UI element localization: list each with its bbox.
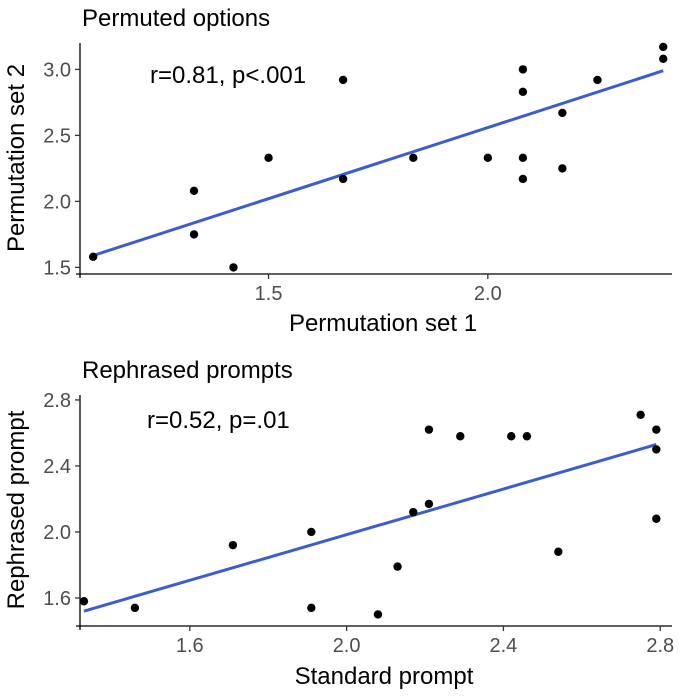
data-point: [130, 603, 140, 613]
data-point: [652, 425, 661, 434]
panel-title: Rephrased prompts: [82, 357, 293, 384]
x-tick-label: 1.5: [255, 283, 283, 305]
x-axis-title: Standard prompt: [295, 663, 474, 690]
data-point: [652, 445, 661, 454]
x-tick-label: 2.8: [646, 635, 674, 657]
data-point: [338, 75, 348, 85]
correlation-annotation: r=0.52, p=.01: [147, 407, 290, 434]
data-point: [409, 507, 418, 517]
data-point: [424, 499, 434, 509]
data-point: [307, 603, 316, 613]
panel-title: Permuted options: [82, 5, 270, 32]
data-point: [522, 432, 532, 441]
data-point: [652, 514, 661, 523]
data-point: [393, 562, 402, 571]
data-point: [518, 174, 528, 184]
data-point: [518, 65, 528, 74]
y-tick-label: 2.5: [43, 125, 71, 147]
data-point: [659, 54, 668, 64]
data-marks: [88, 42, 668, 272]
data-marks: [79, 410, 661, 619]
data-point: [228, 540, 238, 550]
axis-ticks: 1.5 2.0 1.5 2.0 2.5 3.0: [43, 43, 672, 305]
data-point: [264, 153, 273, 163]
data-point: [189, 186, 199, 196]
x-tick-label: 2.4: [490, 635, 518, 657]
x-axis-title: Permutation set 1: [289, 310, 477, 337]
data-point: [88, 252, 98, 262]
data-point: [79, 597, 89, 606]
y-tick-label: 1.6: [43, 588, 71, 610]
data-point: [659, 42, 668, 52]
data-point: [507, 432, 516, 441]
regression-line: [92, 69, 664, 257]
x-tick-label: 2.0: [474, 283, 502, 305]
data-point: [554, 547, 563, 556]
data-point: [593, 75, 602, 85]
correlation-annotation: r=0.81, p<.001: [150, 62, 306, 89]
data-point: [558, 108, 567, 118]
data-point: [636, 410, 645, 419]
x-tick-label: 1.6: [176, 635, 204, 657]
y-tick-label: 2.4: [43, 456, 71, 478]
data-point: [518, 153, 528, 163]
panel-permuted-options: Permuted options r=0.81, p<.001 Permutat…: [3, 5, 672, 337]
x-tick-label: 2.0: [333, 635, 361, 657]
data-point: [229, 263, 238, 272]
panel-rephrased-prompts: Rephrased prompts r=0.52, p=.01 Standard…: [3, 357, 674, 690]
data-point: [558, 164, 567, 173]
y-tick-label: 2.0: [43, 191, 71, 213]
data-point: [189, 230, 199, 239]
data-point: [518, 87, 528, 97]
data-point: [424, 425, 434, 434]
data-point: [373, 610, 383, 619]
y-axis-title: Permutation set 2: [3, 64, 30, 252]
data-point: [307, 527, 316, 537]
y-axis-title: Rephrased prompt: [3, 410, 30, 609]
y-tick-label: 2.0: [43, 522, 71, 544]
data-point: [409, 153, 418, 163]
regression-line: [83, 443, 657, 613]
data-point: [338, 174, 348, 184]
y-tick-label: 1.5: [43, 257, 71, 279]
data-point: [456, 432, 465, 441]
axis-ticks: 1.6 2.0 2.4 2.8 1.6 2.0 2.4 2.8: [43, 390, 674, 657]
y-tick-label: 2.8: [43, 390, 71, 412]
y-tick-label: 3.0: [43, 59, 71, 81]
data-point: [483, 153, 493, 163]
